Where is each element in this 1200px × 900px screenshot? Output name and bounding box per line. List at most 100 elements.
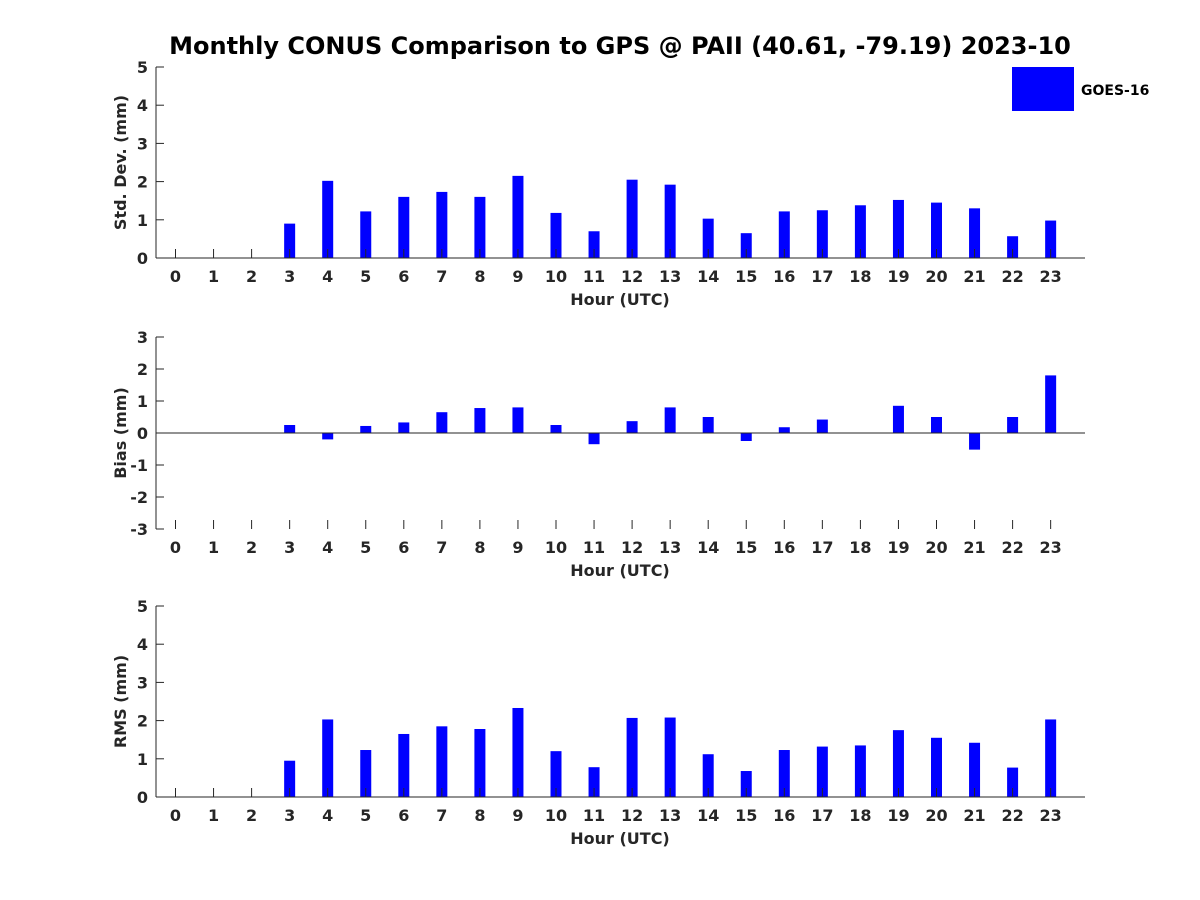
std-dev-x-tick-label: 8 bbox=[474, 267, 485, 286]
bias-bar bbox=[284, 425, 296, 433]
rms-bar bbox=[740, 771, 752, 797]
bias-y-tick-label: -1 bbox=[130, 456, 148, 475]
bias-x-tick-label: 9 bbox=[512, 538, 523, 557]
bias-y-tick-label: 2 bbox=[137, 360, 148, 379]
std-dev-bar bbox=[398, 196, 410, 258]
rms-bar bbox=[969, 742, 981, 797]
std-dev-bar bbox=[284, 223, 296, 258]
std-dev-bar bbox=[512, 175, 524, 258]
std-dev-bar bbox=[931, 202, 942, 258]
legend-swatch bbox=[1012, 67, 1074, 111]
rms-bar bbox=[588, 767, 600, 797]
std-dev-bar bbox=[1045, 220, 1057, 258]
bias-x-tick-label: 6 bbox=[398, 538, 409, 557]
rms-bar bbox=[702, 754, 714, 797]
rms-y-tick-label: 5 bbox=[137, 597, 148, 616]
bias-bar bbox=[550, 425, 562, 433]
std-dev-bar bbox=[969, 208, 981, 258]
std-dev-bar bbox=[474, 196, 486, 258]
rms-bar bbox=[626, 717, 638, 797]
rms-bar bbox=[398, 733, 410, 797]
bias-x-tick-label: 13 bbox=[659, 538, 681, 557]
rms-x-tick-label: 16 bbox=[773, 806, 795, 825]
bias-y-tick-label: -2 bbox=[130, 488, 148, 507]
std-dev-bar bbox=[550, 212, 562, 258]
bias-x-axis-label: Hour (UTC) bbox=[570, 561, 670, 580]
bias-bar bbox=[588, 433, 600, 445]
std-dev-bar bbox=[778, 211, 790, 258]
std-dev-x-tick-label: 15 bbox=[735, 267, 757, 286]
legend-label: GOES-16 bbox=[1081, 83, 1149, 99]
std-dev-x-tick-label: 14 bbox=[697, 267, 719, 286]
bias-x-tick-label: 22 bbox=[1001, 538, 1023, 557]
std-dev-bar bbox=[702, 218, 714, 258]
std-dev-x-tick-label: 10 bbox=[545, 267, 567, 286]
bias-bar bbox=[969, 433, 981, 450]
bias-bar bbox=[512, 407, 524, 433]
bias-x-tick-label: 8 bbox=[474, 538, 485, 557]
std-dev-x-tick-label: 21 bbox=[963, 267, 985, 286]
bias-bar bbox=[398, 422, 410, 433]
rms-x-axis-label: Hour (UTC) bbox=[570, 829, 670, 848]
rms-bar bbox=[550, 751, 562, 797]
bias-x-tick-label: 0 bbox=[170, 538, 181, 557]
std-dev-bar bbox=[626, 179, 638, 258]
rms-bar bbox=[778, 750, 790, 797]
rms-x-tick-label: 10 bbox=[545, 806, 567, 825]
std-dev-x-tick-label: 22 bbox=[1001, 267, 1023, 286]
rms-y-tick-label: 3 bbox=[137, 673, 148, 692]
rms-x-tick-label: 9 bbox=[512, 806, 523, 825]
std-dev-bar bbox=[740, 233, 752, 258]
std-dev-bar bbox=[322, 180, 334, 258]
std-dev-bar bbox=[816, 210, 828, 258]
rms-bar bbox=[854, 745, 866, 797]
std-dev-x-tick-label: 11 bbox=[583, 267, 605, 286]
rms-bar bbox=[931, 737, 942, 797]
std-dev-x-axis-label: Hour (UTC) bbox=[570, 290, 670, 309]
std-dev-y-tick-label: 0 bbox=[137, 249, 148, 268]
bias-x-tick-label: 1 bbox=[208, 538, 219, 557]
chart-title: Monthly CONUS Comparison to GPS @ PAII (… bbox=[169, 32, 1071, 60]
std-dev-bar bbox=[360, 211, 372, 258]
rms-bar bbox=[474, 729, 486, 797]
std-dev-x-tick-label: 16 bbox=[773, 267, 795, 286]
rms-x-tick-label: 19 bbox=[887, 806, 909, 825]
bias-x-tick-label: 19 bbox=[887, 538, 909, 557]
bias-x-tick-label: 16 bbox=[773, 538, 795, 557]
bias-x-tick-label: 23 bbox=[1040, 538, 1062, 557]
bias-x-tick-label: 15 bbox=[735, 538, 757, 557]
bias-bar bbox=[664, 407, 676, 433]
rms-y-tick-label: 4 bbox=[137, 635, 148, 654]
std-dev-x-tick-label: 2 bbox=[246, 267, 257, 286]
rms-x-tick-label: 0 bbox=[170, 806, 181, 825]
rms-y-tick-label: 1 bbox=[137, 750, 148, 769]
bias-bar bbox=[702, 417, 714, 433]
bias-bar bbox=[816, 419, 828, 433]
bias-y-axis-label: Bias (mm) bbox=[111, 387, 130, 479]
rms-bar bbox=[664, 717, 676, 797]
rms-x-tick-label: 13 bbox=[659, 806, 681, 825]
rms-x-tick-label: 8 bbox=[474, 806, 485, 825]
std-dev-x-tick-label: 3 bbox=[284, 267, 295, 286]
std-dev-x-tick-label: 5 bbox=[360, 267, 371, 286]
bias-x-tick-label: 10 bbox=[545, 538, 567, 557]
legend: GOES-16 bbox=[1012, 67, 1149, 111]
bias-y-tick-label: 3 bbox=[137, 328, 148, 347]
std-dev-x-tick-label: 1 bbox=[208, 267, 219, 286]
rms-x-tick-label: 12 bbox=[621, 806, 643, 825]
std-dev-y-tick-label: 4 bbox=[137, 96, 148, 115]
std-dev-x-tick-label: 4 bbox=[322, 267, 333, 286]
std-dev-y-tick-label: 3 bbox=[137, 134, 148, 153]
rms-x-tick-label: 1 bbox=[208, 806, 219, 825]
bias-y-tick-label: -3 bbox=[130, 520, 148, 539]
bias-x-tick-label: 14 bbox=[697, 538, 719, 557]
rms-bar bbox=[1045, 719, 1057, 797]
rms-x-tick-label: 20 bbox=[925, 806, 947, 825]
bias-x-tick-label: 4 bbox=[322, 538, 333, 557]
std-dev-y-axis-label: Std. Dev. (mm) bbox=[111, 95, 130, 230]
std-dev-x-tick-label: 12 bbox=[621, 267, 643, 286]
bias-x-tick-label: 2 bbox=[246, 538, 257, 557]
bias-bar bbox=[740, 433, 752, 441]
